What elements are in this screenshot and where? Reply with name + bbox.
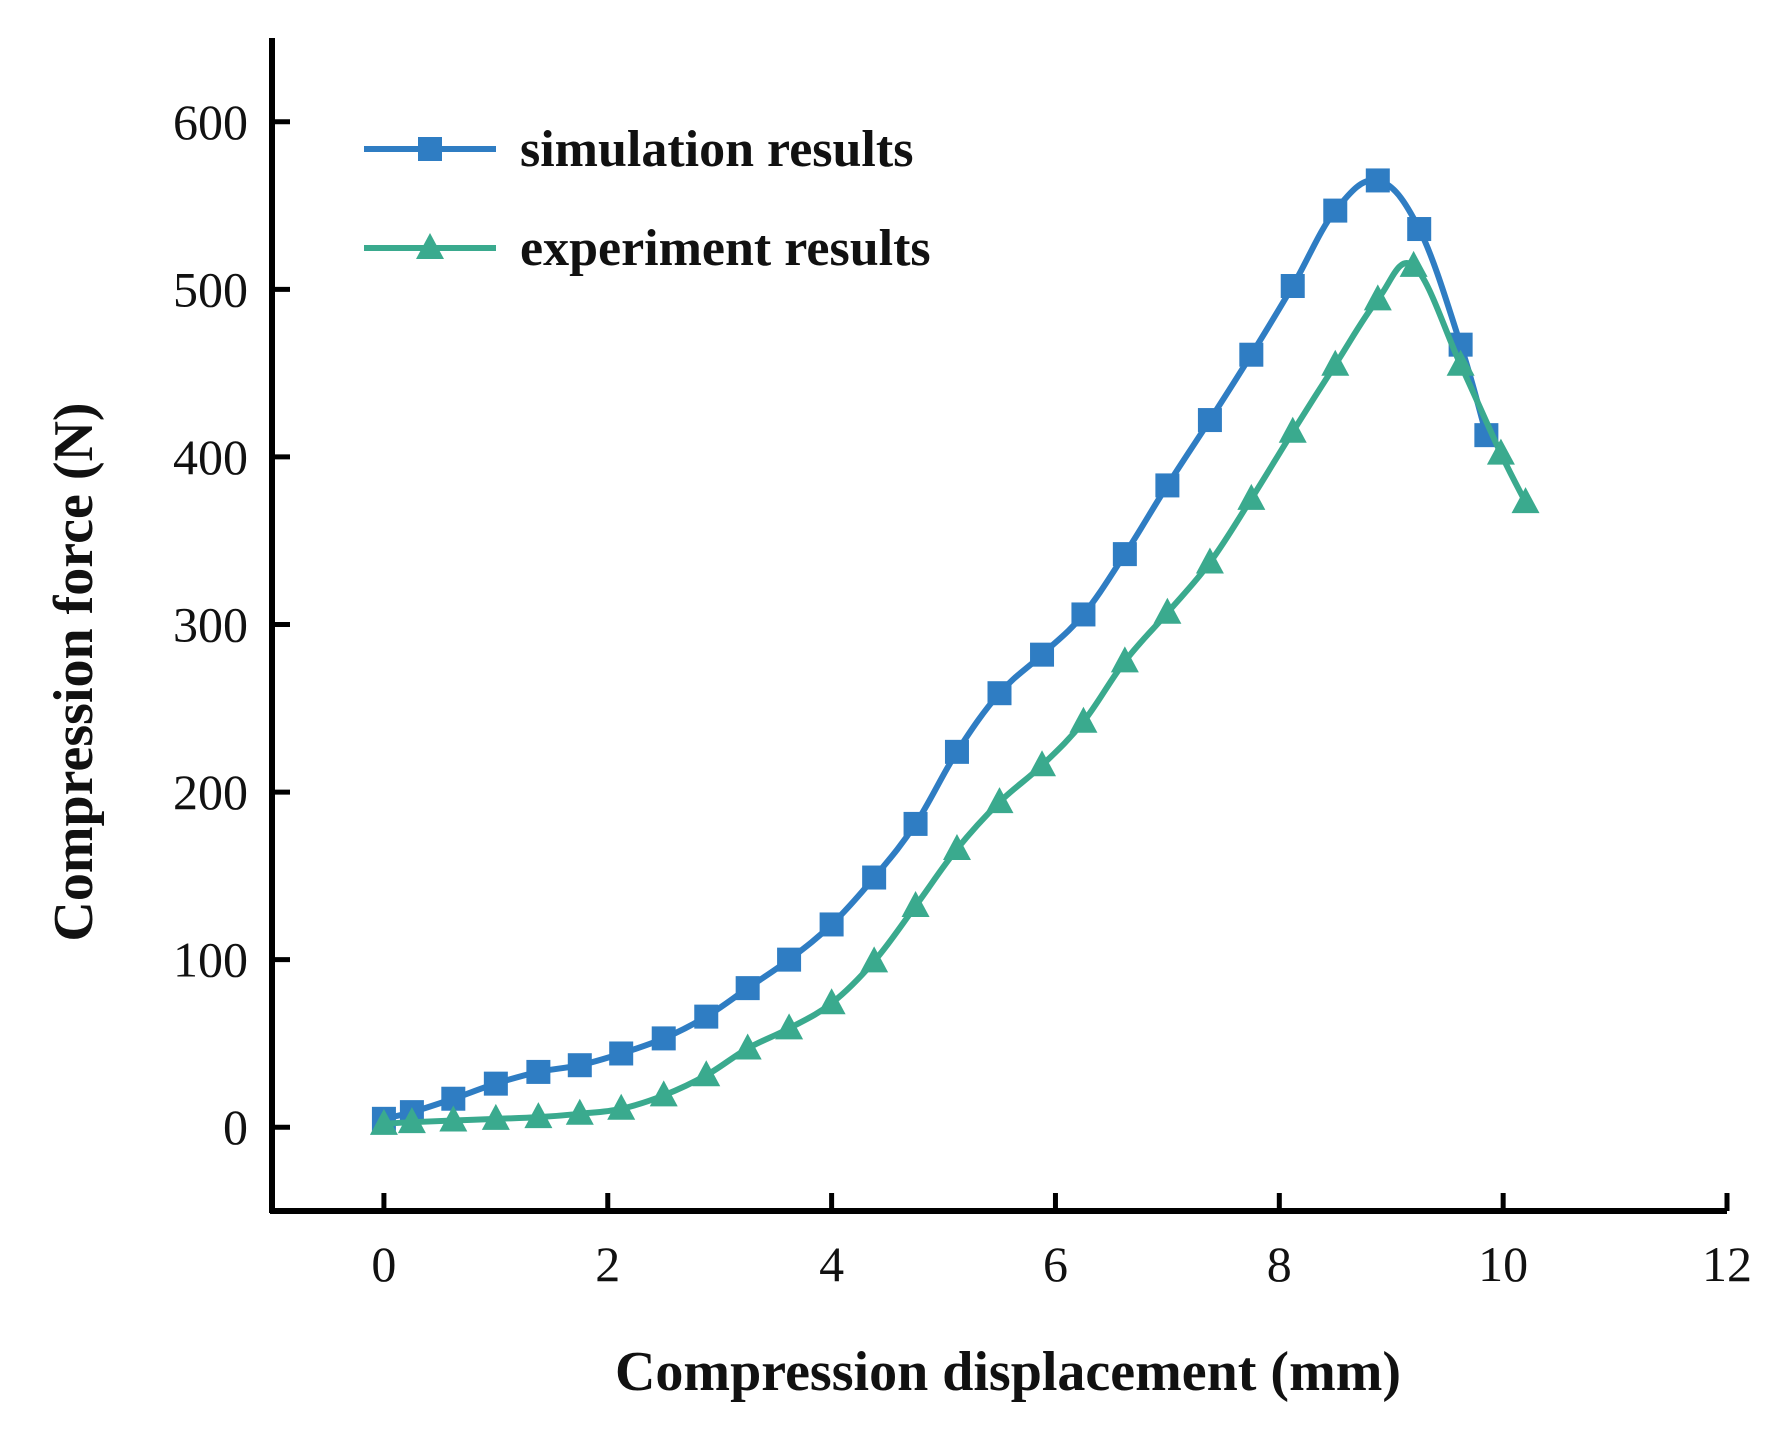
x-tick-label: 4 [819,1236,844,1292]
y-tick-label: 0 [223,1099,248,1155]
series-line [383,177,1490,1122]
data-point [1511,487,1540,514]
y-axis-title: Compression force (N) [43,402,105,941]
data-point [649,1080,678,1107]
y-tick-label: 400 [173,429,248,485]
data-point [1153,597,1182,624]
data-point [1110,646,1139,673]
data-point [1365,168,1390,193]
data-point [1028,750,1057,777]
series-line [383,260,1529,1127]
data-point [607,1093,636,1120]
y-tick-label: 200 [173,764,248,820]
data-point [567,1053,592,1078]
data-point [1407,217,1432,242]
y-tick-label: 100 [173,932,248,988]
data-point [526,1059,551,1084]
data-point [777,947,802,972]
data-point [903,811,928,836]
legend-label: simulation results [520,121,913,178]
data-point [692,1060,721,1087]
data-point [397,1107,426,1134]
legend: simulation results experiment results [364,121,931,277]
data-point [1155,473,1180,498]
data-point [733,1033,762,1060]
data-point [1363,284,1392,311]
data-point [1278,416,1307,443]
x-tick-label: 6 [1043,1236,1068,1292]
data-point [1321,349,1350,376]
y-tick-label: 600 [173,94,248,150]
legend-label: experiment results [520,220,931,277]
legend-marker [416,233,444,259]
x-tick-label: 0 [371,1236,396,1292]
data-point [1112,542,1137,567]
data-point [942,834,971,861]
data-point [775,1013,804,1040]
series-layer [369,168,1540,1135]
data-point [1239,342,1264,367]
data-point [1399,250,1428,277]
x-tick-label: 12 [1702,1236,1752,1292]
data-point [1069,706,1098,733]
series-simulation [371,168,1499,1131]
data-point [1486,438,1515,465]
legend-marker [418,137,442,161]
data-point [1197,408,1222,433]
data-point [1237,483,1266,510]
data-point [817,988,846,1015]
data-point [694,1004,719,1029]
data-point [439,1105,468,1132]
x-axis-title: Compression displacement (mm) [615,1341,1401,1403]
x-tick-label: 10 [1478,1236,1528,1292]
data-point [1323,198,1348,223]
data-point [1446,349,1475,376]
data-point [819,912,844,937]
data-point [944,739,969,764]
data-point [609,1041,634,1066]
series-experiment [369,250,1540,1135]
data-point [651,1026,676,1051]
axes: 0 100 200 300 400 500 600 0 2 4 6 8 10 12 [173,38,1752,1292]
data-point [862,865,887,890]
data-point [735,976,760,1001]
y-tick-label: 300 [173,597,248,653]
data-point [901,891,930,918]
data-point [1071,602,1096,627]
data-point [524,1102,553,1129]
y-tick-label: 500 [173,261,248,317]
data-point [860,946,889,973]
data-point [987,681,1012,706]
data-point [565,1098,594,1125]
data-point [481,1103,510,1130]
data-point [369,1108,398,1135]
data-point [985,787,1014,814]
x-tick-label: 8 [1267,1236,1292,1292]
data-point [1195,547,1224,574]
data-point [1030,642,1055,667]
x-tick-label: 2 [595,1236,620,1292]
data-point [483,1071,508,1096]
data-point [1280,274,1305,299]
